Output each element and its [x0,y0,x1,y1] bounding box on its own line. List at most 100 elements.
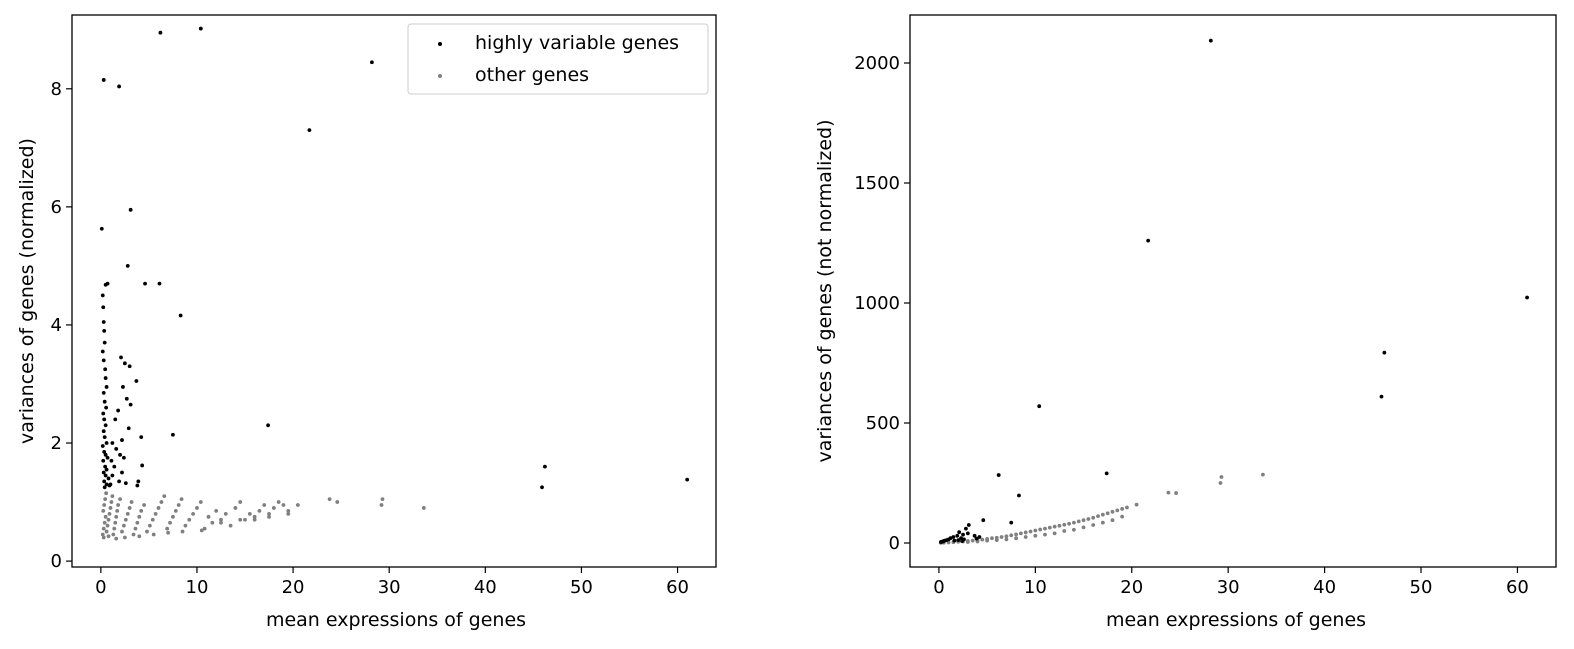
point-other [100,532,105,537]
y-tick-label: 0 [51,551,62,572]
point-other [281,503,286,507]
point-highly-variable [110,473,115,478]
legend-marker-other [438,74,442,78]
point-other [1052,531,1057,536]
point-other [1105,511,1110,516]
point-other [125,511,130,516]
y-tick-label: 0 [889,533,900,554]
point-other [112,526,117,531]
plot-marks [938,38,1529,545]
point-highly-variable [103,473,108,478]
point-other [1218,481,1223,485]
point-other [198,500,203,504]
point-other [1062,522,1067,527]
point-highly-variable [101,458,106,463]
point-other [1086,517,1091,521]
point-highly-variable [122,361,127,366]
point-other [286,509,291,513]
point-highly-variable [143,281,147,286]
point-highly-variable [1525,295,1529,300]
point-highly-variable [101,78,106,82]
point-highly-variable [123,481,128,486]
scatter-panel-normalized: 0 10 20 30 40 50 60 0 2 4 6 8 mean expressions of g… [16,14,717,631]
x-tick-label: 10 [186,577,209,598]
point-other [108,506,113,510]
point-highly-variable [120,470,124,475]
point-other [151,532,156,537]
point-other [219,517,223,522]
point-other [1174,491,1179,495]
plot-frame [71,14,717,568]
point-other [176,503,181,507]
point-other [106,534,111,539]
point-highly-variable [960,539,964,543]
point-other [104,491,109,496]
point-highly-variable [122,455,126,460]
point-other [191,511,196,516]
x-tick-label: 0 [933,577,944,598]
y-axis-label: variances of genes (not normalized) [814,119,836,462]
x-tick-label: 0 [95,577,106,598]
point-other [103,514,108,519]
point-other [223,511,228,516]
point-other [1043,526,1047,531]
point-other [1033,533,1038,538]
point-other [106,517,111,522]
point-highly-variable [981,518,986,523]
point-highly-variable [102,417,107,422]
y-tick-label: 500 [866,413,900,434]
point-other [252,517,257,522]
point-other [1033,528,1038,533]
point-other [115,509,120,513]
point-other [214,509,219,513]
point-other [1023,535,1028,539]
point-other [165,526,170,531]
point-other [102,520,107,525]
scatter-panel-not-normalized: 0 10 20 30 40 50 60 0 500 1000 1500 2000 mean expre… [814,14,1557,631]
point-other [1076,519,1081,524]
point-highly-variable [178,313,183,318]
x-tick-label: 60 [1506,577,1529,598]
point-highly-variable [140,463,145,468]
plot-marks [99,26,690,541]
point-other [179,497,184,502]
point-highly-variable [117,84,121,89]
x-axis-label: mean expressions of genes [266,609,526,631]
legend-label-other: other genes [475,64,589,86]
point-other [219,520,223,525]
point-highly-variable [136,479,141,484]
point-other [105,523,110,528]
y-tick-label: 6 [51,197,62,218]
point-highly-variable [685,477,690,482]
point-other [1023,530,1028,535]
point-other [1072,520,1076,525]
legend-marker-highly-variable [438,42,442,46]
point-highly-variable [951,535,956,539]
point-highly-variable [956,538,961,543]
point-other [202,526,207,531]
point-other [286,511,291,516]
point-other [109,500,114,504]
x-tick-label: 10 [1024,577,1047,598]
point-highly-variable [1037,404,1042,409]
point-other [101,526,106,531]
point-other [1091,515,1096,520]
point-other [1096,514,1100,519]
point-highly-variable [102,399,107,404]
point-other [1219,475,1224,479]
point-highly-variable [100,349,105,354]
y-tick-label: 8 [51,79,62,100]
point-highly-variable [105,281,110,286]
point-highly-variable [101,358,106,363]
point-other [183,523,188,528]
point-other [137,534,142,539]
point-other [970,538,975,543]
point-highly-variable [139,435,144,440]
x-tick-label: 50 [570,577,593,598]
point-highly-variable [1017,493,1021,498]
point-other [1067,521,1071,526]
point-other [1091,523,1096,527]
point-highly-variable [961,532,965,537]
point-highly-variable [110,441,115,445]
